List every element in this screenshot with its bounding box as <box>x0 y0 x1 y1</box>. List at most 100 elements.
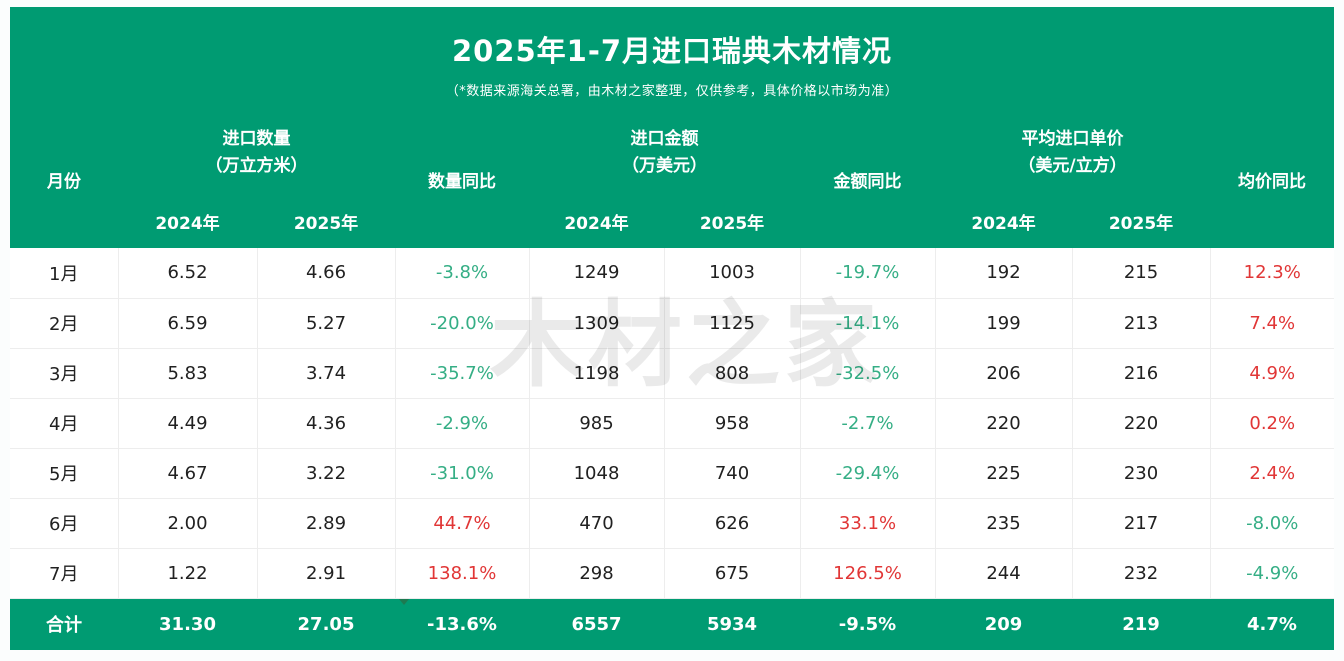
price-yoy-cell: 7.4% <box>1210 298 1334 349</box>
table-row-total: 合计 31.30 27.05 -13.6% 6557 5934 -9.5% 20… <box>10 598 1334 650</box>
amt-2025-cell: 958 <box>664 398 801 449</box>
amt-yoy-cell: 126.5% <box>800 548 936 599</box>
qty-2024-cell: 6.59 <box>118 298 258 349</box>
price-yoy-cell: 2.4% <box>1210 448 1334 499</box>
amt-2025-cell: 740 <box>664 448 801 499</box>
price-2025-cell: 216 <box>1072 348 1211 399</box>
price-yoy-cell: -8.0% <box>1210 498 1334 549</box>
qty-2025-cell: 4.66 <box>257 248 396 299</box>
page-title: 2025年1-7月进口瑞典木材情况 <box>451 34 893 68</box>
qty-yoy-cell: -2.9% <box>395 398 530 449</box>
qty-yoy-cell: -3.8% <box>395 248 530 299</box>
col-header-amount-yoy: 金额同比 <box>800 110 935 248</box>
qty-2025-cell: 4.36 <box>257 398 396 449</box>
total-label-cell: 合计 <box>10 598 118 650</box>
month-cell: 7月 <box>10 548 119 599</box>
total-price-yoy-cell: 4.7% <box>1210 598 1334 650</box>
qty-yoy-cell: -20.0% <box>395 298 530 349</box>
amt-2024-cell: 985 <box>529 398 665 449</box>
group-unit: （万美元） <box>622 155 707 176</box>
price-2024-cell: 244 <box>935 548 1073 599</box>
total-qty-2024-cell: 31.30 <box>118 598 257 650</box>
total-amt-yoy-cell: -9.5% <box>800 598 935 650</box>
col-header-quantity-yoy: 数量同比 <box>395 110 529 248</box>
import-data-table: 月份 进口数量 （万立方米） 数量同比 进口金额 （万美元） 金额同比 平均进口… <box>10 110 1334 650</box>
price-2024-cell: 235 <box>935 498 1073 549</box>
month-cell: 2月 <box>10 298 119 349</box>
total-price-2024-cell: 209 <box>935 598 1072 650</box>
amt-2024-cell: 298 <box>529 548 665 599</box>
col-group-import-amount: 进口金额 （万美元） <box>529 110 800 195</box>
qty-2024-cell: 4.49 <box>118 398 258 449</box>
qty-yoy-cell: 44.7% <box>395 498 530 549</box>
amt-2024-cell: 1309 <box>529 298 665 349</box>
qty-2024-cell: 4.67 <box>118 448 258 499</box>
total-amt-2025-cell: 5934 <box>664 598 800 650</box>
table-row-apr: 4月 4.49 4.36 -2.9% 985 958 -2.7% 220 220… <box>10 398 1334 449</box>
price-2025-cell: 213 <box>1072 298 1211 349</box>
price-2024-cell: 192 <box>935 248 1073 299</box>
total-price-2025-cell: 219 <box>1072 598 1210 650</box>
qty-2024-cell: 5.83 <box>118 348 258 399</box>
month-cell: 3月 <box>10 348 119 399</box>
price-2025-cell: 220 <box>1072 398 1211 449</box>
group-name: 进口金额 <box>630 128 699 149</box>
subheader-amt-2024: 2024年 <box>529 195 664 248</box>
group-unit: （万立方米） <box>205 155 308 176</box>
month-cell: 6月 <box>10 498 119 549</box>
amt-yoy-cell: -29.4% <box>800 448 936 499</box>
amt-yoy-cell: -14.1% <box>800 298 936 349</box>
amt-2024-cell: 1048 <box>529 448 665 499</box>
price-2025-cell: 217 <box>1072 498 1211 549</box>
report-header: 2025年1-7月进口瑞典木材情况 （*数据来源海关总署，由木材之家整理，仅供参… <box>10 7 1334 110</box>
qty-2025-cell: 3.22 <box>257 448 396 499</box>
amt-2024-cell: 470 <box>529 498 665 549</box>
subheader-qty-2025: 2025年 <box>257 195 395 248</box>
qty-2025-cell: 2.91 <box>257 548 396 599</box>
amt-2025-cell: 1125 <box>664 298 801 349</box>
qty-2024-cell: 1.22 <box>118 548 258 599</box>
price-yoy-cell: -4.9% <box>1210 548 1334 599</box>
price-yoy-cell: 12.3% <box>1210 248 1334 299</box>
amt-2025-cell: 808 <box>664 348 801 399</box>
subheader-amt-2025: 2025年 <box>664 195 800 248</box>
report-card: 2025年1-7月进口瑞典木材情况 （*数据来源海关总署，由木材之家整理，仅供参… <box>10 7 1334 650</box>
col-header-price-yoy: 均价同比 <box>1210 110 1334 248</box>
price-2025-cell: 232 <box>1072 548 1211 599</box>
table-row-feb: 2月 6.59 5.27 -20.0% 1309 1125 -14.1% 199… <box>10 298 1334 349</box>
group-name: 进口数量 <box>222 128 291 149</box>
group-unit: （美元/立方） <box>1018 155 1127 176</box>
amt-2025-cell: 1003 <box>664 248 801 299</box>
amt-2025-cell: 626 <box>664 498 801 549</box>
price-2024-cell: 220 <box>935 398 1073 449</box>
qty-yoy-cell: -31.0% <box>395 448 530 499</box>
price-2025-cell: 230 <box>1072 448 1211 499</box>
table-row-may: 5月 4.67 3.22 -31.0% 1048 740 -29.4% 225 … <box>10 448 1334 499</box>
month-cell: 1月 <box>10 248 119 299</box>
total-amt-2024-cell: 6557 <box>529 598 664 650</box>
amt-yoy-cell: -19.7% <box>800 248 936 299</box>
comment-marker-icon <box>399 598 409 605</box>
table-row-jun: 6月 2.00 2.89 44.7% 470 626 33.1% 235 217… <box>10 498 1334 549</box>
amt-2024-cell: 1198 <box>529 348 665 399</box>
qty-2024-cell: 6.52 <box>118 248 258 299</box>
qty-2024-cell: 2.00 <box>118 498 258 549</box>
total-qty-2025-cell: 27.05 <box>257 598 395 650</box>
price-2024-cell: 225 <box>935 448 1073 499</box>
table-row-jan: 1月 6.52 4.66 -3.8% 1249 1003 -19.7% 192 … <box>10 248 1334 299</box>
table-row-mar: 3月 5.83 3.74 -35.7% 1198 808 -32.5% 206 … <box>10 348 1334 399</box>
month-cell: 4月 <box>10 398 119 449</box>
price-2024-cell: 199 <box>935 298 1073 349</box>
price-yoy-cell: 0.2% <box>1210 398 1334 449</box>
col-group-avg-unit-price: 平均进口单价 （美元/立方） <box>935 110 1210 195</box>
amt-yoy-cell: -2.7% <box>800 398 936 449</box>
amt-2024-cell: 1249 <box>529 248 665 299</box>
qty-2025-cell: 2.89 <box>257 498 396 549</box>
qty-2025-cell: 3.74 <box>257 348 396 399</box>
col-group-import-quantity: 进口数量 （万立方米） <box>118 110 395 195</box>
month-cell: 5月 <box>10 448 119 499</box>
subheader-price-2024: 2024年 <box>935 195 1072 248</box>
group-name: 平均进口单价 <box>1021 128 1124 149</box>
amt-2025-cell: 675 <box>664 548 801 599</box>
amt-yoy-cell: -32.5% <box>800 348 936 399</box>
